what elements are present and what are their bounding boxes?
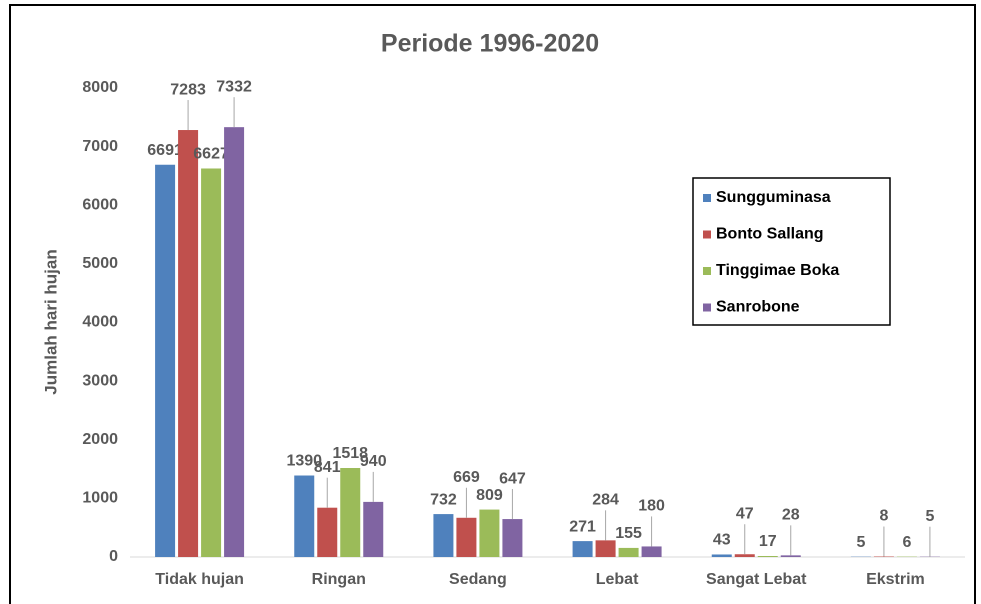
- y-tick-label: 3000: [82, 372, 118, 389]
- data-label: 669: [453, 469, 480, 486]
- bar: [456, 517, 477, 557]
- x-tick-label: Sangat Lebat: [706, 571, 807, 588]
- x-tick-label: Ekstrim: [866, 571, 925, 588]
- y-axis-label: Jumlah hari hujan: [41, 249, 60, 394]
- legend-swatch: [703, 303, 711, 312]
- data-label: 1390: [286, 453, 322, 470]
- data-label: 180: [638, 498, 665, 515]
- data-label: 6: [902, 534, 911, 551]
- bar: [780, 555, 801, 557]
- data-label: 47: [736, 505, 754, 522]
- x-tick-label: Lebat: [596, 571, 639, 588]
- data-label: 271: [569, 518, 596, 535]
- data-label: 6627: [193, 146, 229, 163]
- y-tick-label: 1000: [82, 490, 118, 507]
- y-tick-label: 0: [109, 548, 118, 565]
- x-tick-label: Ringan: [312, 571, 366, 588]
- y-tick-label: 4000: [82, 314, 118, 331]
- data-label: 284: [592, 492, 619, 509]
- bar: [479, 509, 500, 557]
- data-label: 809: [476, 487, 503, 504]
- bar: [433, 514, 454, 557]
- bar: [757, 556, 778, 557]
- y-tick-label: 7000: [82, 138, 118, 155]
- bar: [294, 475, 315, 557]
- data-label: 732: [430, 491, 457, 508]
- bar: [641, 546, 662, 557]
- bar: [224, 127, 245, 557]
- data-label: 28: [782, 507, 800, 524]
- x-tick-label: Tidak hujan: [155, 571, 244, 588]
- bar: [618, 547, 639, 557]
- data-label: 841: [314, 459, 341, 476]
- data-label: 940: [360, 453, 387, 470]
- bar: [178, 130, 199, 557]
- bar: [572, 541, 593, 557]
- data-label: 43: [713, 532, 731, 549]
- data-label: 7283: [170, 81, 206, 98]
- data-label: 8: [879, 508, 888, 525]
- bar: [502, 519, 523, 557]
- legend-label: Bonto Sallang: [716, 226, 824, 243]
- legend-label: Tinggimae Boka: [716, 262, 839, 279]
- y-tick-label: 5000: [82, 255, 118, 272]
- bar: [595, 540, 616, 557]
- legend-swatch: [703, 230, 711, 239]
- bar: [340, 468, 361, 557]
- legend-label: Sungguminasa: [716, 189, 831, 206]
- data-label: 155: [615, 525, 642, 542]
- chart-title: Periode 1996-2020: [381, 30, 599, 58]
- legend-swatch: [703, 267, 711, 275]
- y-tick-label: 2000: [82, 431, 118, 448]
- y-tick-label: 6000: [82, 196, 118, 213]
- bar: [711, 554, 732, 557]
- bar: [201, 168, 222, 557]
- data-label: 6691: [147, 142, 183, 159]
- data-label: 647: [499, 470, 526, 487]
- x-tick-label: Sedang: [449, 571, 507, 588]
- bar: [155, 164, 176, 558]
- data-label: 17: [759, 533, 777, 550]
- bar: [317, 507, 338, 557]
- bar: [734, 554, 755, 557]
- bar: [363, 501, 384, 557]
- data-label: 7332: [216, 78, 252, 95]
- y-tick-label: 8000: [82, 79, 118, 96]
- data-label: 1518: [332, 445, 368, 462]
- legend: [692, 177, 891, 326]
- data-label: 5: [925, 508, 934, 525]
- legend-swatch: [703, 194, 711, 202]
- data-label: 5: [856, 534, 865, 551]
- legend-label: Sanrobone: [716, 299, 800, 316]
